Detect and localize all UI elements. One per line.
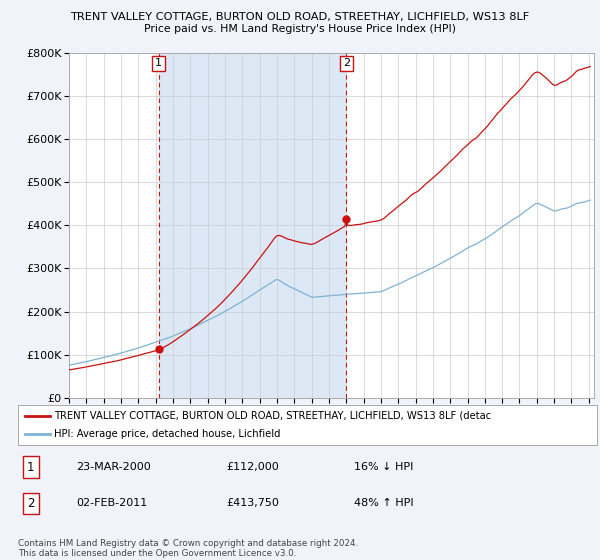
Bar — [158, 53, 346, 398]
Text: 02-FEB-2011: 02-FEB-2011 — [76, 498, 147, 508]
Text: 23-MAR-2000: 23-MAR-2000 — [76, 462, 151, 472]
Text: 2: 2 — [27, 497, 34, 510]
Text: 1: 1 — [27, 460, 34, 474]
Text: TRENT VALLEY COTTAGE, BURTON OLD ROAD, STREETHAY, LICHFIELD, WS13 8LF (detac: TRENT VALLEY COTTAGE, BURTON OLD ROAD, S… — [54, 411, 491, 421]
Text: £413,750: £413,750 — [226, 498, 280, 508]
Text: 48% ↑ HPI: 48% ↑ HPI — [354, 498, 413, 508]
Text: 1: 1 — [155, 58, 162, 68]
Text: Price paid vs. HM Land Registry's House Price Index (HPI): Price paid vs. HM Land Registry's House … — [144, 24, 456, 34]
Text: Contains HM Land Registry data © Crown copyright and database right 2024.
This d: Contains HM Land Registry data © Crown c… — [18, 539, 358, 558]
Text: TRENT VALLEY COTTAGE, BURTON OLD ROAD, STREETHAY, LICHFIELD, WS13 8LF: TRENT VALLEY COTTAGE, BURTON OLD ROAD, S… — [70, 12, 530, 22]
Text: HPI: Average price, detached house, Lichfield: HPI: Average price, detached house, Lich… — [54, 430, 280, 439]
Text: 2: 2 — [343, 58, 350, 68]
Text: £112,000: £112,000 — [226, 462, 279, 472]
Text: 16% ↓ HPI: 16% ↓ HPI — [354, 462, 413, 472]
